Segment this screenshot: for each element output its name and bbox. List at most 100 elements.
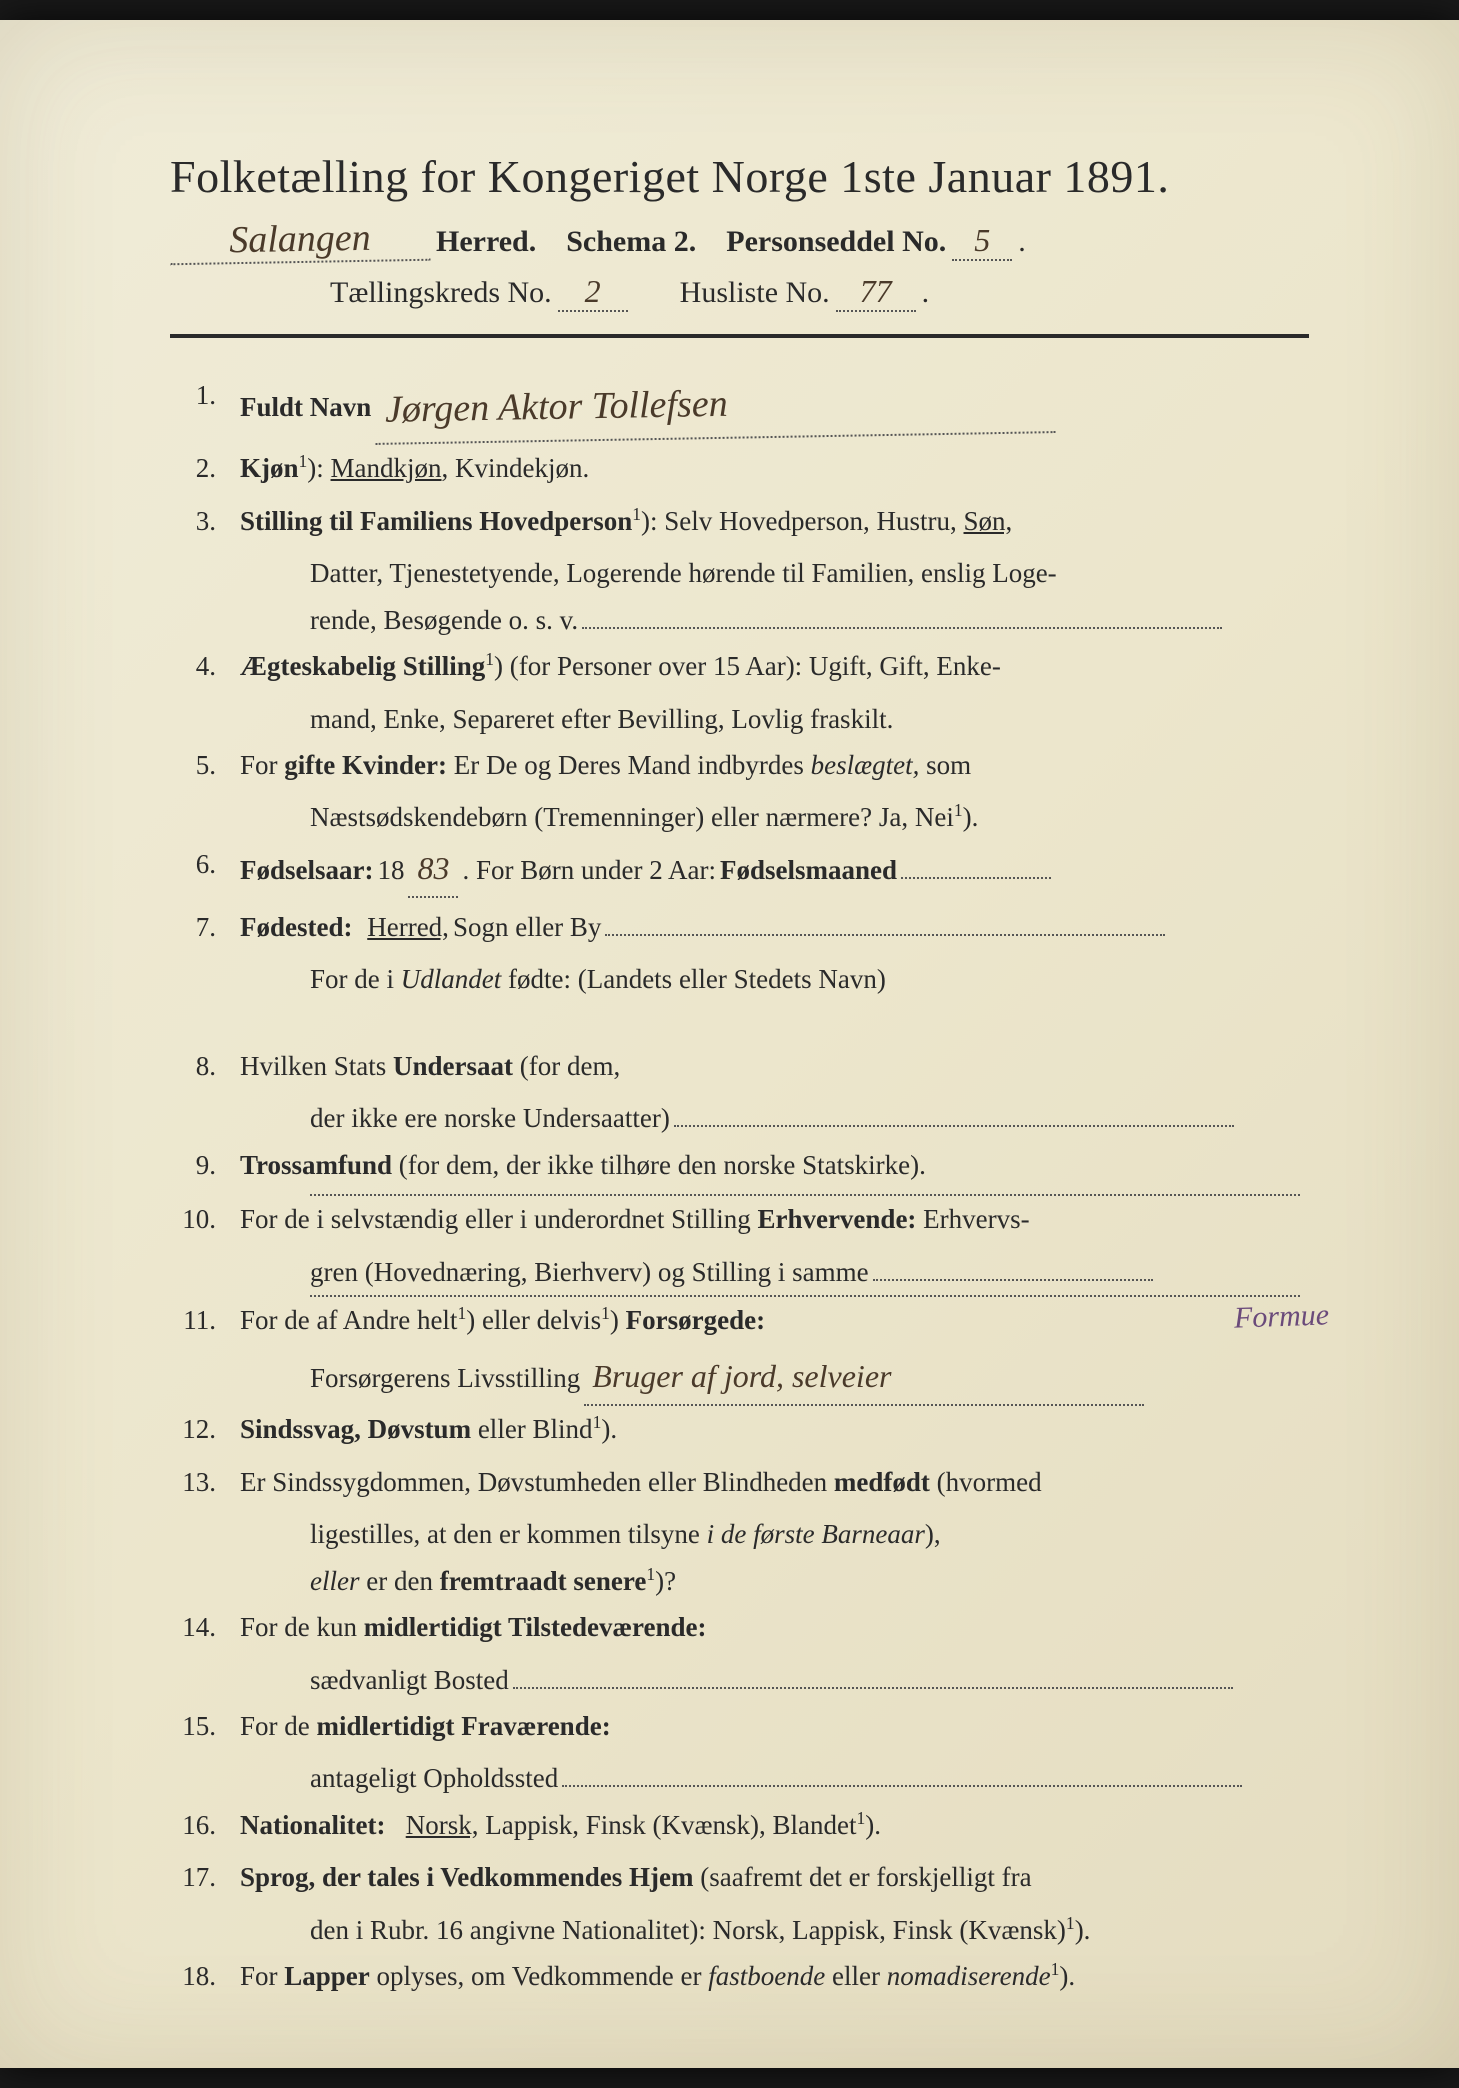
item-num: 15. — [170, 1703, 240, 1749]
item-num: 16. — [170, 1802, 240, 1848]
q5-ital: beslægtet, — [811, 750, 920, 780]
item-2: 2. Kjøn1): Mandkjøn, Kvindekjøn. — [170, 445, 1309, 491]
q10-line1b: Erhvervs- — [916, 1204, 1029, 1234]
q3-line3: rende, Besøgende o. s. v. — [310, 597, 578, 643]
item-17-cont: den i Rubr. 16 angivne Nationalitet): No… — [310, 1907, 1309, 1953]
q2-label: Kjøn — [240, 453, 299, 483]
item-7-cont: For de i Udlandet fødte: (Landets eller … — [310, 956, 1309, 1002]
q18-line1a: For — [240, 1961, 284, 1991]
item-3-cont2: rende, Besøgende o. s. v. — [310, 597, 1309, 643]
q8-label: Undersaat — [393, 1051, 513, 1081]
q11-label: Forsørgede: — [626, 1305, 765, 1335]
q18-label: Lapper — [284, 1961, 370, 1991]
item-11-cont: Forsørgerens Livsstilling Bruger af jord… — [310, 1349, 1309, 1406]
q13-line3c: )? — [655, 1566, 676, 1596]
q13-line2a: ligestilles, at den er kommen tilsyne — [310, 1519, 707, 1549]
q15-line1a: For de — [240, 1711, 317, 1741]
q14-line2: sædvanligt Bosted — [310, 1657, 509, 1703]
q17-label: Sprog, der tales i Vedkommendes Hjem — [240, 1862, 694, 1892]
item-4: 4. Ægteskabelig Stilling1) (for Personer… — [170, 643, 1309, 689]
q13-label2: fremtraadt senere — [440, 1566, 647, 1596]
header-line-3: Tællingskreds No. 2 Husliste No. 77 . — [330, 273, 1309, 312]
item-num: 13. — [170, 1459, 240, 1505]
dotfill — [605, 934, 1165, 936]
item-15-cont: antageligt Opholdssted — [310, 1755, 1309, 1801]
item-num: 14. — [170, 1604, 240, 1650]
page-title: Folketælling for Kongeriget Norge 1ste J… — [170, 150, 1309, 203]
q11-value: Bruger af jord, selveier — [584, 1349, 1144, 1406]
q5-line2: Næstsødskendebørn (Tremenninger) eller n… — [310, 802, 954, 832]
q18-ital2: nomadiserende — [887, 1961, 1051, 1991]
dotfill — [582, 627, 1222, 629]
q11-sup2: 1 — [601, 1303, 610, 1323]
item-7: 7. Fødested: Herred, Sogn eller By — [170, 904, 1309, 950]
q5-line2b: ). — [963, 802, 979, 832]
header-line-2: Salangen Herred. Schema 2. Personseddel … — [170, 217, 1309, 263]
item-num: 18. — [170, 1953, 240, 1999]
q7-ital: Udlandet — [401, 964, 502, 994]
header-rule — [170, 334, 1309, 338]
q8-line1a: Hvilken Stats — [240, 1051, 393, 1081]
census-form-page: Folketælling for Kongeriget Norge 1ste J… — [0, 20, 1459, 2068]
q18-ital1: fastboende — [708, 1961, 825, 1991]
q15-line2: antageligt Opholdssted — [310, 1755, 558, 1801]
item-num: 11. — [170, 1297, 240, 1343]
q16-label: Nationalitet: — [240, 1810, 385, 1840]
q12-end: ). — [601, 1414, 617, 1444]
q3-sup: 1 — [632, 504, 641, 524]
q14-label: midlertidigt Tilstedeværende: — [364, 1612, 707, 1642]
q2-sup: 1 — [299, 451, 308, 471]
q10-line2: gren (Hovednæring, Bierhverv) og Stillin… — [310, 1249, 869, 1295]
item-9: 9. Trossamfund (for dem, der ikke tilhør… — [170, 1142, 1309, 1188]
item-13: 13. Er Sindssygdommen, Døvstumheden elle… — [170, 1459, 1309, 1505]
dotfill — [674, 1125, 1234, 1127]
husliste-no: 77 — [836, 273, 916, 312]
q2-text-b: , Kvindekjøn. — [442, 453, 590, 483]
q7-label: Fødested: — [240, 904, 352, 950]
item-num: 3. — [170, 498, 240, 544]
q17-line2: den i Rubr. 16 angivne Nationalitet): No… — [310, 1915, 1066, 1945]
q6-label2: Fødselsmaaned — [720, 847, 897, 893]
q18-line1c: eller — [825, 1961, 886, 1991]
q10-line1a: For de i selvstændig eller i underordnet… — [240, 1204, 757, 1234]
q13-line1a: Er Sindssygdommen, Døvstumheden eller Bl… — [240, 1467, 834, 1497]
item-5-cont: Næstsødskendebørn (Tremenninger) eller n… — [310, 794, 1309, 840]
item-3-cont1: Datter, Tjenestetyende, Logerende hørend… — [310, 550, 1309, 596]
q14-line1a: For de kun — [240, 1612, 364, 1642]
item-num: 12. — [170, 1406, 240, 1452]
q4-sup: 1 — [485, 649, 494, 669]
item-8-cont: der ikke ere norske Undersaatter) — [310, 1095, 1309, 1141]
q11-line1c: ) — [610, 1305, 626, 1335]
item-num: 9. — [170, 1142, 240, 1188]
item-4-cont: mand, Enke, Separeret efter Bevilling, L… — [310, 696, 1309, 742]
q11-line1b: ) eller delvis — [466, 1305, 601, 1335]
q5-line1b: som — [919, 750, 971, 780]
q11-line2: Forsørgerens Livsstilling — [310, 1355, 580, 1401]
q17-sup: 1 — [1066, 1913, 1075, 1933]
item-num: 6. — [170, 841, 240, 898]
dotfill — [873, 1279, 1153, 1281]
q12-sup: 1 — [593, 1412, 602, 1432]
item-13-cont2: eller er den fremtraadt senere1)? — [310, 1558, 1309, 1604]
item-10-cont1: gren (Hovednæring, Bierhverv) og Stillin… — [310, 1249, 1309, 1295]
kreds-no: 2 — [558, 273, 628, 312]
item-16: 16. Nationalitet: Norsk, Lappisk, Finsk … — [170, 1802, 1309, 1848]
q11-sup1: 1 — [457, 1303, 466, 1323]
q18-line1b: oplyses, om Vedkommende er — [370, 1961, 708, 1991]
q3-line1: ): Selv Hovedperson, Hustru, — [641, 506, 963, 536]
q16-end: ). — [865, 1810, 881, 1840]
q6-year: 83 — [408, 841, 458, 898]
q13-sup: 1 — [646, 1564, 655, 1584]
herred-label: Herred. — [436, 225, 536, 259]
q7-herred: Herred, — [367, 904, 449, 950]
q8-line2: der ikke ere norske Undersaatter) — [310, 1095, 670, 1141]
q11-line1a: For de af Andre helt — [240, 1305, 457, 1335]
q8-line1b: (for dem, — [513, 1051, 620, 1081]
item-num: 4. — [170, 643, 240, 689]
q3-label: Stilling til Familiens Hovedperson — [240, 506, 632, 536]
q17-line1: (saafremt det er forskjelligt fra — [694, 1862, 1032, 1892]
q1-value: Jørgen Aktor Tollefsen — [375, 366, 1056, 445]
item-num: 8. — [170, 1043, 240, 1089]
item-14-cont: sædvanligt Bosted — [310, 1657, 1309, 1703]
schema-label: Schema 2. — [566, 225, 696, 259]
